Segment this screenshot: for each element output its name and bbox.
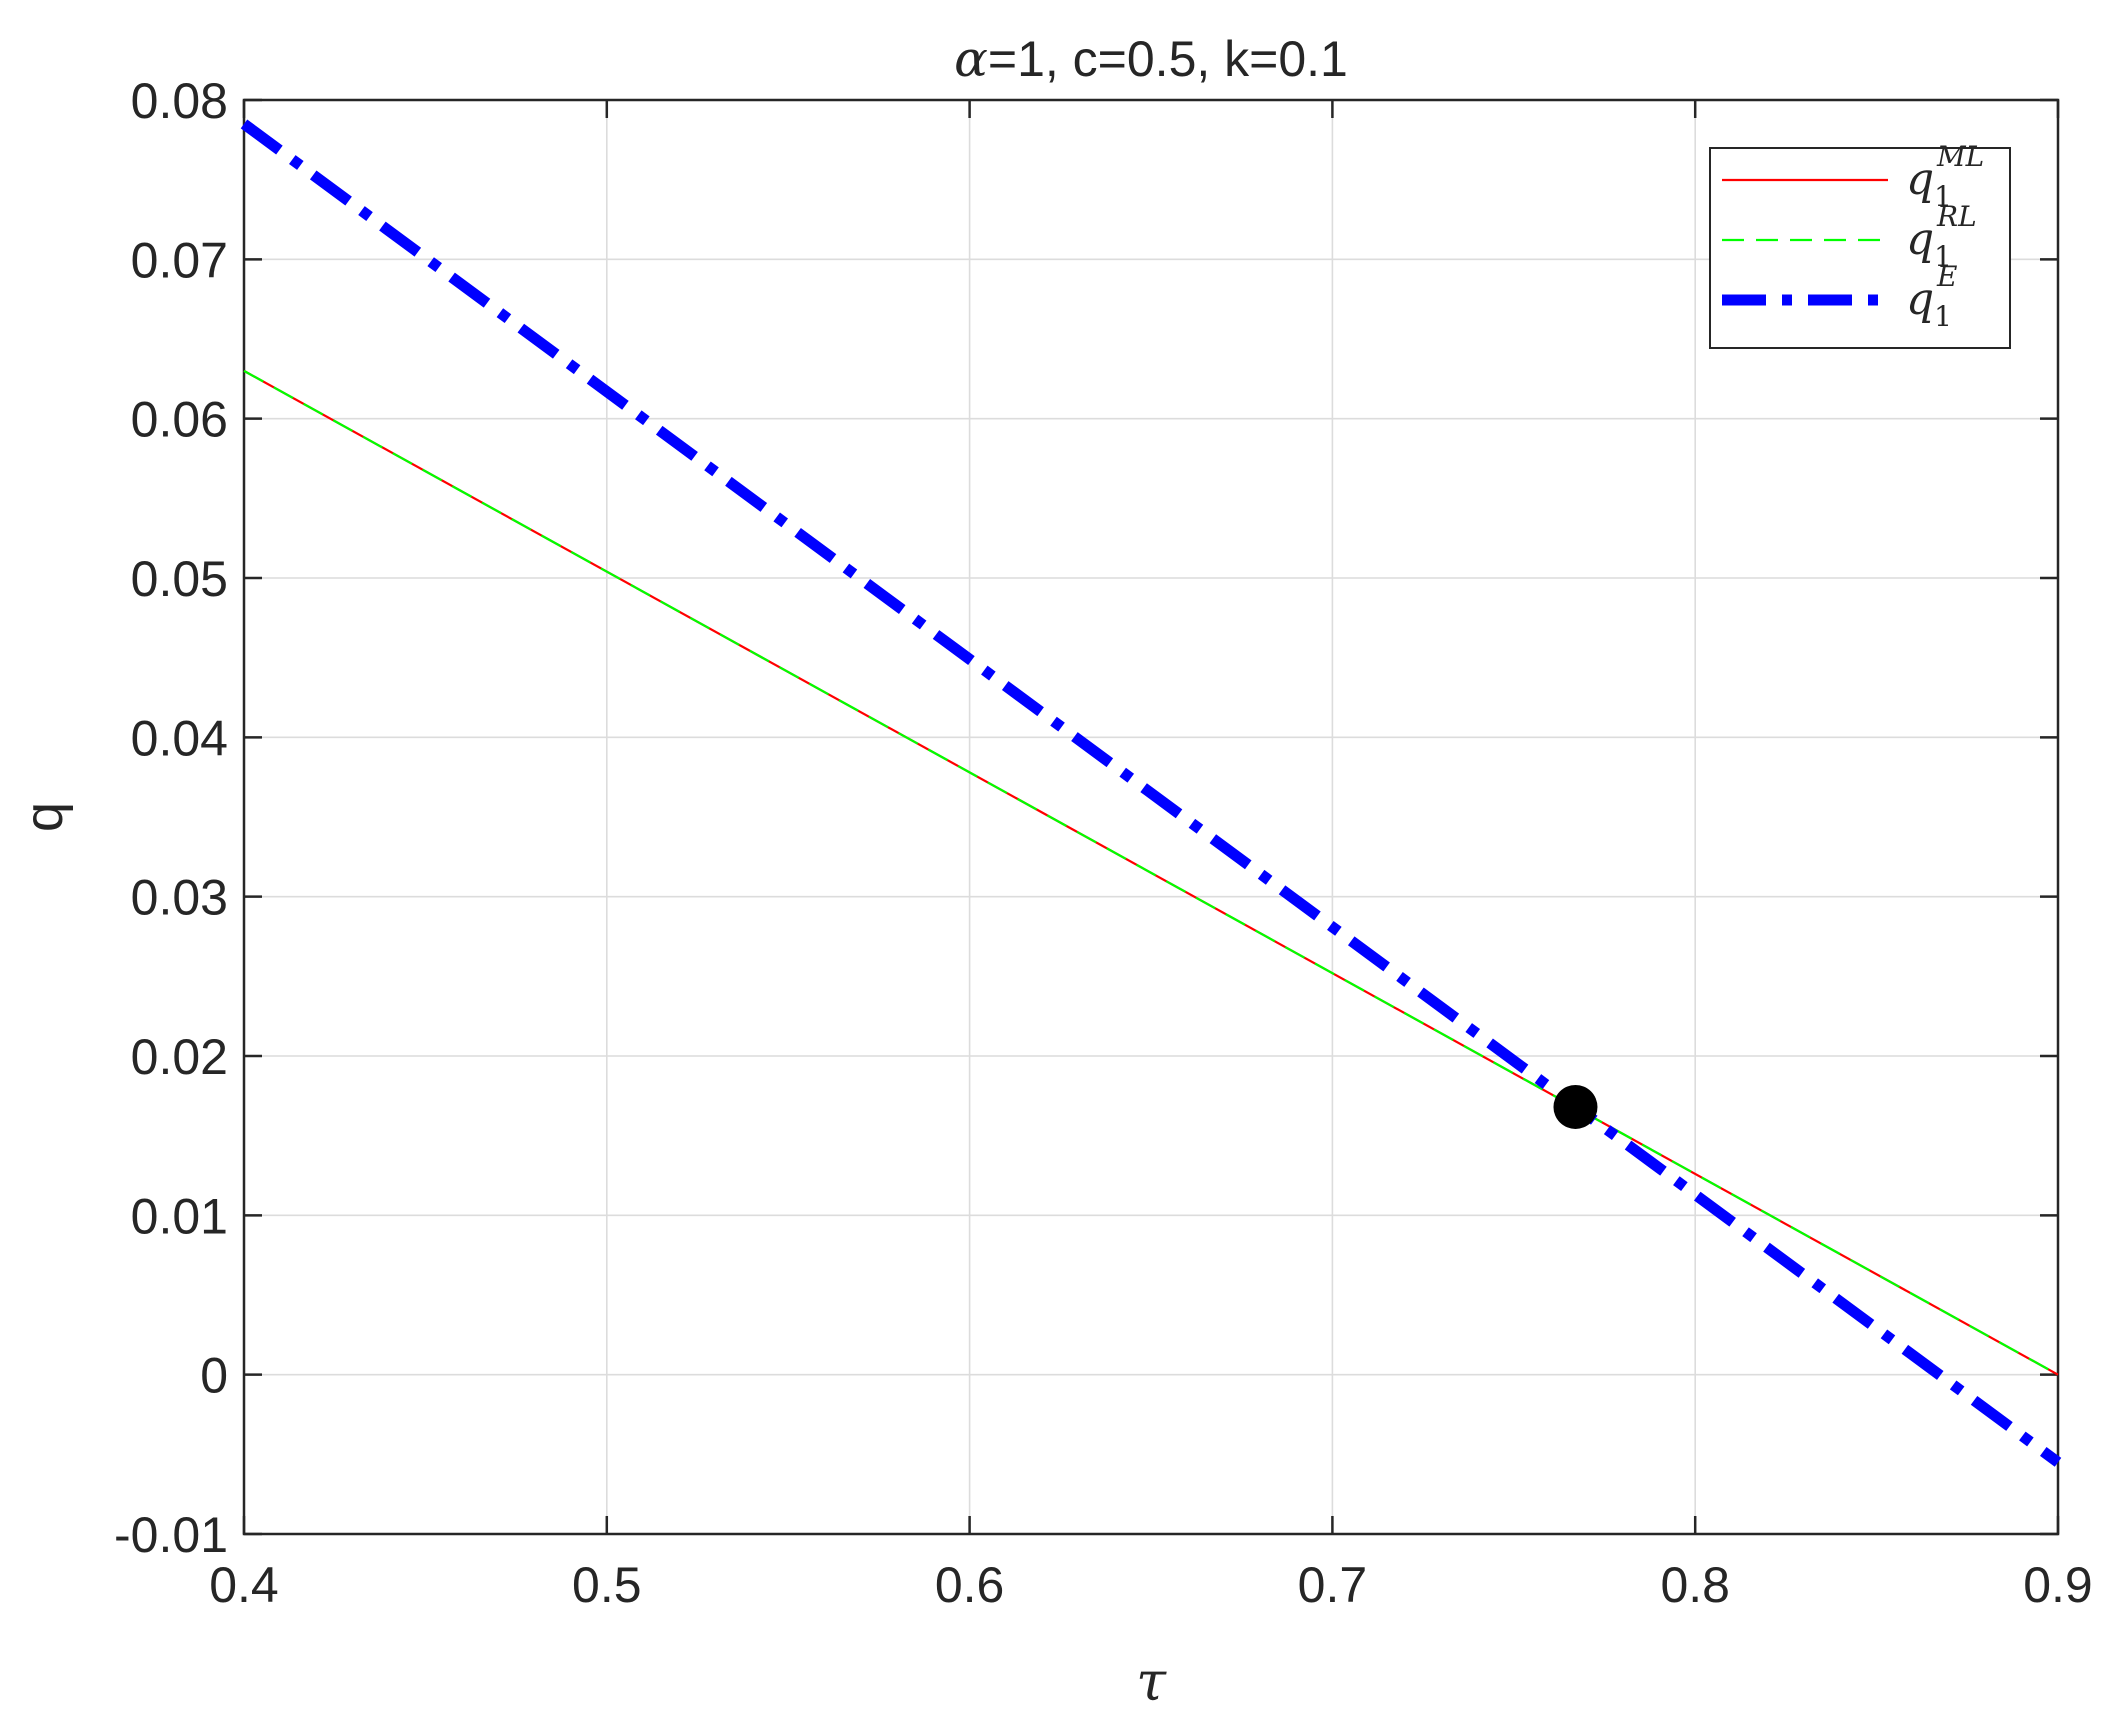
- x-axis-label: τ: [1136, 1650, 1167, 1713]
- legend-label-E: q1E: [1906, 260, 1957, 333]
- y-tick-label: 0.02: [131, 1029, 228, 1085]
- plot-area: [242, 98, 2060, 1536]
- x-tick-label: 0.7: [1298, 1557, 1368, 1613]
- x-tick-label: 0.6: [935, 1557, 1005, 1613]
- x-tick-label: 0.5: [572, 1557, 642, 1613]
- y-tick-label: 0.08: [131, 73, 228, 129]
- y-tick-label: 0.01: [131, 1188, 228, 1244]
- y-tick-label: 0.03: [131, 870, 228, 926]
- markers: [1553, 1084, 1598, 1129]
- y-tick-label: 0.05: [131, 551, 228, 607]
- title-rest: =1, c=0.5, k=0.1: [988, 31, 1348, 87]
- x-tick-label: 0.8: [1660, 1557, 1730, 1613]
- legend-box: [1709, 147, 2011, 349]
- x-tick-label: 0.9: [2023, 1557, 2093, 1613]
- legend-label-ML: q1ML: [1906, 140, 1984, 213]
- chart-title: α=1, c=0.5, k=0.1: [954, 30, 1348, 88]
- y-tick-label: 0.06: [131, 392, 228, 448]
- series-line-RL: [243, 369, 2059, 1376]
- series-lines: [240, 119, 2062, 1467]
- intersection-marker: [1553, 1084, 1598, 1129]
- y-tick-label: 0: [200, 1348, 228, 1404]
- title-greek: α: [954, 30, 988, 88]
- y-tick-label: 0.04: [131, 710, 228, 766]
- legend-label-RL: q1RL: [1906, 200, 1977, 273]
- axis-ticks: [242, 98, 2060, 1536]
- y-tick-label: 0.07: [131, 232, 228, 288]
- y-axis-label: q: [14, 802, 74, 832]
- x-tick-label: 0.4: [209, 1557, 279, 1613]
- series-line-E: [240, 119, 2062, 1467]
- axis-labels: 0.4 0.5 0.6 0.7 0.8 0.9 -0.01 0 0.01 0.02 0.03 0.04…: [114, 73, 2093, 1613]
- y-tick-label: -0.01: [114, 1507, 228, 1563]
